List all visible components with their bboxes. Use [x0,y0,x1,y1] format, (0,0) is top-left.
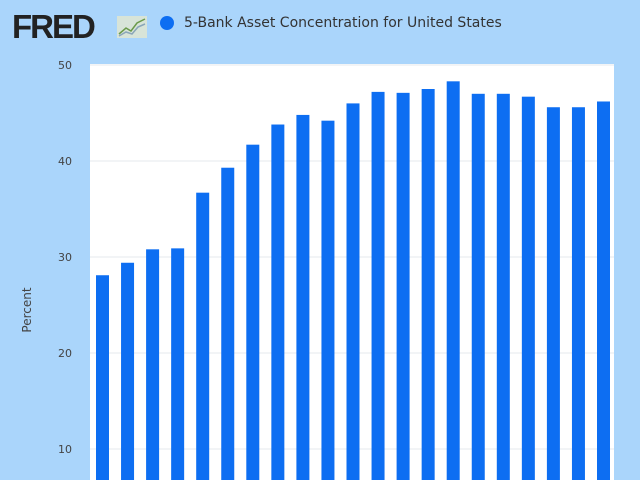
bar[interactable] [121,262,135,480]
bar[interactable] [346,103,360,480]
bar[interactable] [271,124,285,480]
bar[interactable] [546,107,560,480]
bar[interactable] [221,167,235,480]
bar[interactable] [321,120,335,480]
bar[interactable] [471,93,485,480]
bar[interactable] [246,144,260,480]
bar[interactable] [396,92,410,480]
legend-marker-icon [160,16,174,30]
bar[interactable] [146,249,160,480]
bar[interactable] [371,91,385,480]
bar[interactable] [446,81,460,480]
legend: 5-Bank Asset Concentration for United St… [160,15,502,31]
y-tick-label: 20 [58,347,72,360]
bar[interactable] [496,93,510,480]
y-axis-label: Percent [20,287,34,332]
y-tick-label: 50 [58,59,72,72]
y-tick-label: 30 [58,251,72,264]
bar[interactable] [171,248,185,480]
bar[interactable] [196,192,210,480]
bar[interactable] [96,275,109,480]
y-tick-label: 10 [58,443,72,456]
fred-logo[interactable]: FRED [12,8,96,45]
legend-label: 5-Bank Asset Concentration for United St… [184,15,502,31]
bar[interactable] [571,107,585,480]
bar[interactable] [296,114,310,480]
bar[interactable] [521,96,535,480]
fred-graph-icon [117,16,147,38]
bar[interactable] [421,89,435,480]
y-tick-label: 40 [58,155,72,168]
bar[interactable] [597,101,610,480]
